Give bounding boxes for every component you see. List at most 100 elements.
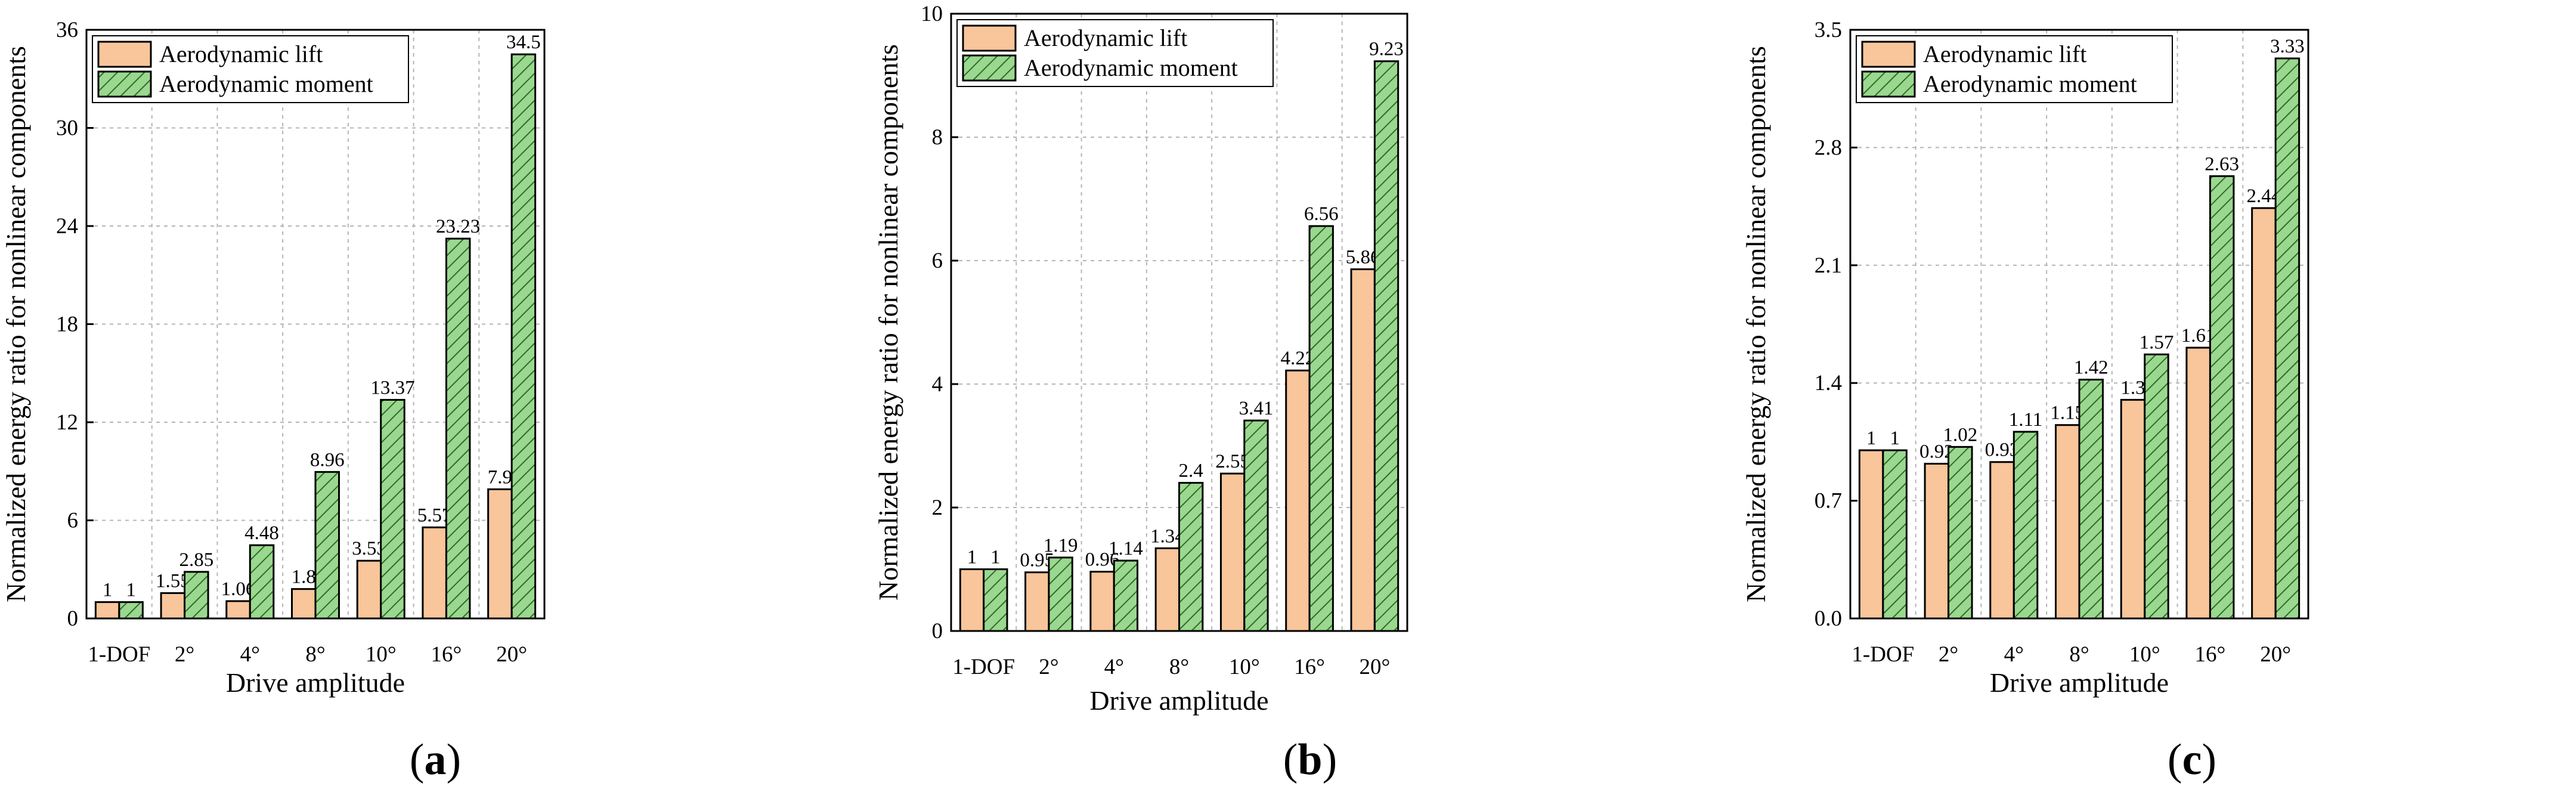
y-tick-label: 6	[67, 509, 79, 533]
lift-bar	[356, 559, 382, 620]
x-tick-label: 10°	[1229, 655, 1260, 679]
legend: Aerodynamic lift Aerodynamic moment	[92, 35, 409, 103]
moment-value-label: 3.41	[1239, 398, 1274, 419]
moment-value-label: 34.5	[506, 32, 541, 53]
panel-label-part: c	[2182, 735, 2202, 784]
moment-value-label: 1.42	[2074, 357, 2109, 379]
panel-label-part: )	[1323, 735, 1337, 784]
legend-swatch-lift	[97, 41, 152, 68]
moment-value-label: 6.56	[1304, 203, 1339, 225]
legend-swatch-moment	[97, 70, 152, 98]
panel-label-part: )	[447, 735, 462, 784]
legend-label: Aerodynamic moment	[1024, 54, 1238, 81]
lift-bar	[94, 601, 120, 620]
y-tick-label: 0.7	[1815, 489, 1842, 513]
moment-bar	[380, 398, 405, 620]
legend-label: Aerodynamic moment	[1923, 70, 2137, 97]
y-tick-label: 30	[56, 116, 78, 141]
x-tick-label: 4°	[240, 642, 260, 667]
y-tick-label: 2.1	[1815, 253, 1842, 278]
legend-swatch-lift	[962, 24, 1017, 52]
y-tick-label: 12	[56, 410, 78, 435]
x-tick-label: 1-DOF	[952, 655, 1015, 679]
moment-value-label: 1.19	[1044, 535, 1078, 556]
lift-bar	[2120, 398, 2146, 620]
lift-bar	[422, 526, 447, 620]
moment-value-label: 9.23	[1369, 39, 1404, 60]
y-tick-label: 1.4	[1815, 371, 1842, 395]
moment-value-label: 2.63	[2205, 153, 2239, 175]
x-tick-label: 4°	[2004, 642, 2024, 667]
lift-bar	[1154, 547, 1180, 632]
lift-bar	[1089, 571, 1115, 632]
moment-bar	[510, 53, 537, 620]
y-tick-label: 2	[932, 496, 943, 520]
y-tick-label: 0.0	[1815, 607, 1842, 631]
x-tick-label: 8°	[2069, 642, 2089, 667]
moment-bar	[184, 571, 209, 620]
panel-label-part: (	[410, 735, 425, 784]
chart-panel-1: 1 1.55 1.061.83.535.577.912.854.488.9613.3…	[1, 18, 546, 784]
lift-value-label: 1	[967, 547, 977, 568]
lift-bar	[487, 488, 513, 620]
moment-bar	[1243, 419, 1269, 632]
x-tick-label: 20°	[496, 642, 527, 667]
y-tick-label: 18	[56, 313, 78, 337]
lift-bar	[1924, 463, 1950, 620]
moment-value-label: 1.14	[1109, 538, 1143, 559]
x-tick-label: 2°	[1039, 655, 1058, 679]
x-tick-label: 2°	[175, 642, 194, 667]
y-tick-label: 24	[56, 214, 78, 239]
x-axis-label: Drive amplitude	[226, 667, 405, 698]
y-axis-label: Normalized energy ratio for nonlinear co…	[1, 46, 31, 602]
y-tick-label: 36	[56, 18, 78, 42]
y-tick-label: 6	[932, 249, 943, 273]
x-tick-label: 1-DOF	[1852, 642, 1914, 667]
panel-label-part: )	[2202, 735, 2216, 784]
moment-value-label: 1.02	[1943, 424, 1977, 446]
panel-label-part: a	[425, 735, 447, 784]
moment-value-label: 1	[990, 547, 1001, 568]
legend-swatch-moment	[1861, 70, 1916, 98]
moment-bar	[249, 544, 275, 620]
y-tick-label: 8	[932, 125, 943, 150]
panel-label-part: (	[2168, 735, 2182, 784]
legend: Aerodynamic lift Aerodynamic moment	[1856, 35, 2173, 103]
x-tick-label: 2°	[1939, 642, 1958, 667]
lift-bar	[1024, 571, 1050, 632]
moment-bar	[1113, 559, 1139, 632]
lift-bar	[2185, 346, 2211, 620]
moment-bar	[1373, 60, 1400, 632]
legend-swatch-lift	[1861, 41, 1916, 68]
moment-value-label: 2.85	[179, 549, 213, 571]
moment-bar	[2144, 353, 2169, 620]
y-tick-label: 10	[921, 2, 943, 26]
moment-bar	[445, 237, 471, 620]
lift-bar	[2055, 424, 2080, 620]
x-tick-label: 8°	[1169, 655, 1189, 679]
moment-value-label: 2.4	[1179, 460, 1203, 482]
moment-bar	[2078, 379, 2104, 620]
y-axis-label: Normalized energy ratio for nonlinear co…	[873, 44, 903, 601]
moment-bar	[1882, 449, 1908, 620]
legend-swatch-moment	[962, 54, 1017, 82]
y-tick-label: 3.5	[1815, 18, 1842, 42]
legend-label: Aerodynamic moment	[159, 70, 373, 97]
moment-bar	[2274, 57, 2301, 620]
moment-value-label: 23.23	[436, 216, 480, 237]
moment-value-label: 4.48	[244, 522, 279, 544]
moment-value-label: 1	[1890, 428, 1900, 449]
x-tick-label: 8°	[305, 642, 325, 667]
lift-bar	[2251, 207, 2277, 620]
lift-bar	[1285, 369, 1311, 632]
y-axis-label: Normalized energy ratio for nonlinear co…	[1741, 46, 1771, 602]
moment-value-label: 1.57	[2140, 332, 2174, 353]
lift-value-label: 1.8	[292, 567, 316, 588]
legend-label: Aerodynamic lift	[1024, 24, 1187, 51]
lift-bar	[959, 568, 985, 632]
panel-label: (a)	[410, 735, 461, 784]
lift-bar	[160, 592, 186, 620]
lift-bar	[1989, 461, 2015, 620]
